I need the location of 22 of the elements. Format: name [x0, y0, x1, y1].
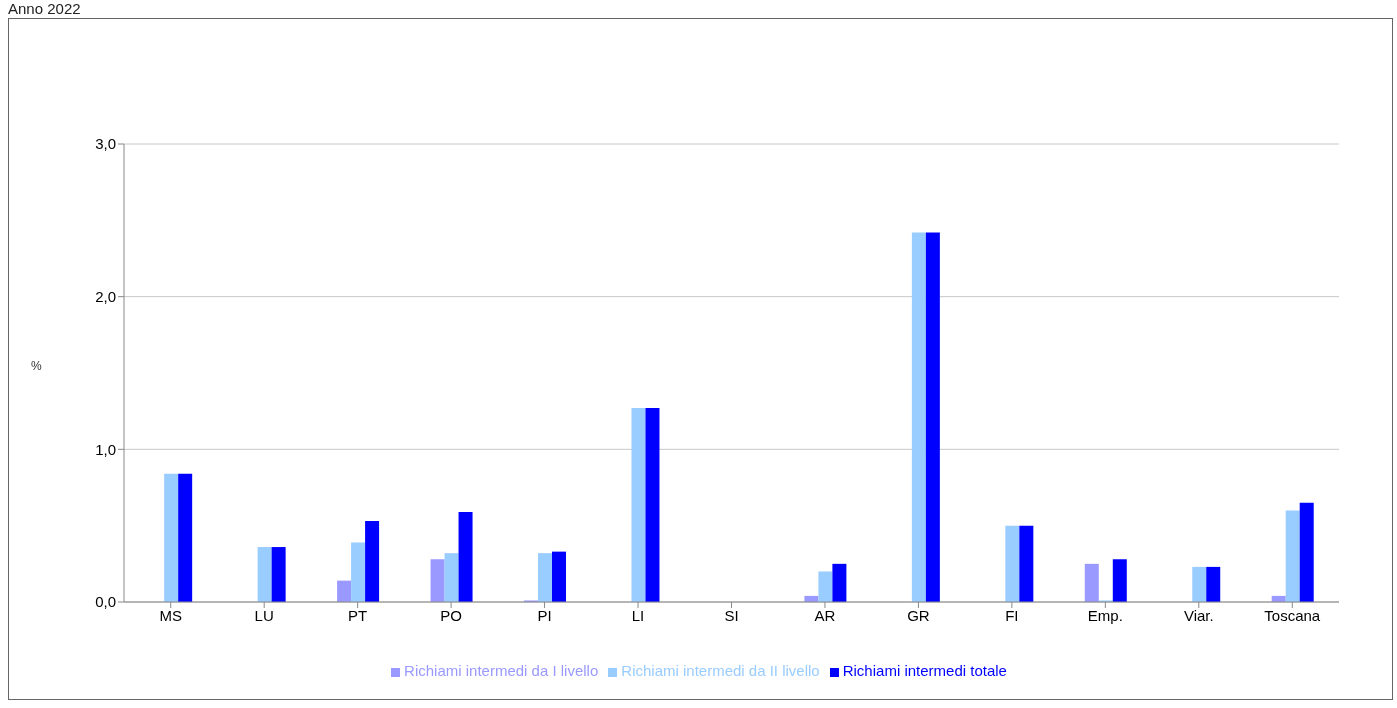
x-tick-label: GR — [907, 606, 930, 624]
y-tick-label: 3,0 — [95, 135, 116, 153]
x-tick-label: LI — [631, 606, 645, 624]
y-tick-label: 2,0 — [95, 287, 116, 305]
x-tick-label: PO — [440, 606, 462, 624]
x-tick-label: FI — [1005, 606, 1019, 624]
x-tick-label: PI — [537, 606, 552, 624]
x-tick-label: PT — [348, 606, 368, 624]
y-axis-title: % — [31, 359, 42, 373]
x-tick-label: SI — [724, 606, 739, 624]
x-tick-label: LU — [254, 606, 274, 624]
x-tick-label: Viar. — [1183, 606, 1214, 624]
y-tick-label: 1,0 — [95, 440, 116, 458]
x-tick-label: Toscana — [1264, 606, 1321, 624]
legend-label: Richiami intermedi da II livello — [621, 662, 820, 679]
y-tick-label: 0,0 — [95, 593, 116, 611]
chart-title: Anno 2022 — [8, 0, 82, 18]
x-tick-label: AR — [814, 606, 836, 624]
x-tick-label: MS — [159, 606, 182, 624]
legend-label: Richiami intermedi totale — [842, 662, 1007, 679]
x-tick-label: Emp. — [1087, 606, 1123, 624]
legend-label: Richiami intermedi da I livello — [404, 662, 599, 679]
